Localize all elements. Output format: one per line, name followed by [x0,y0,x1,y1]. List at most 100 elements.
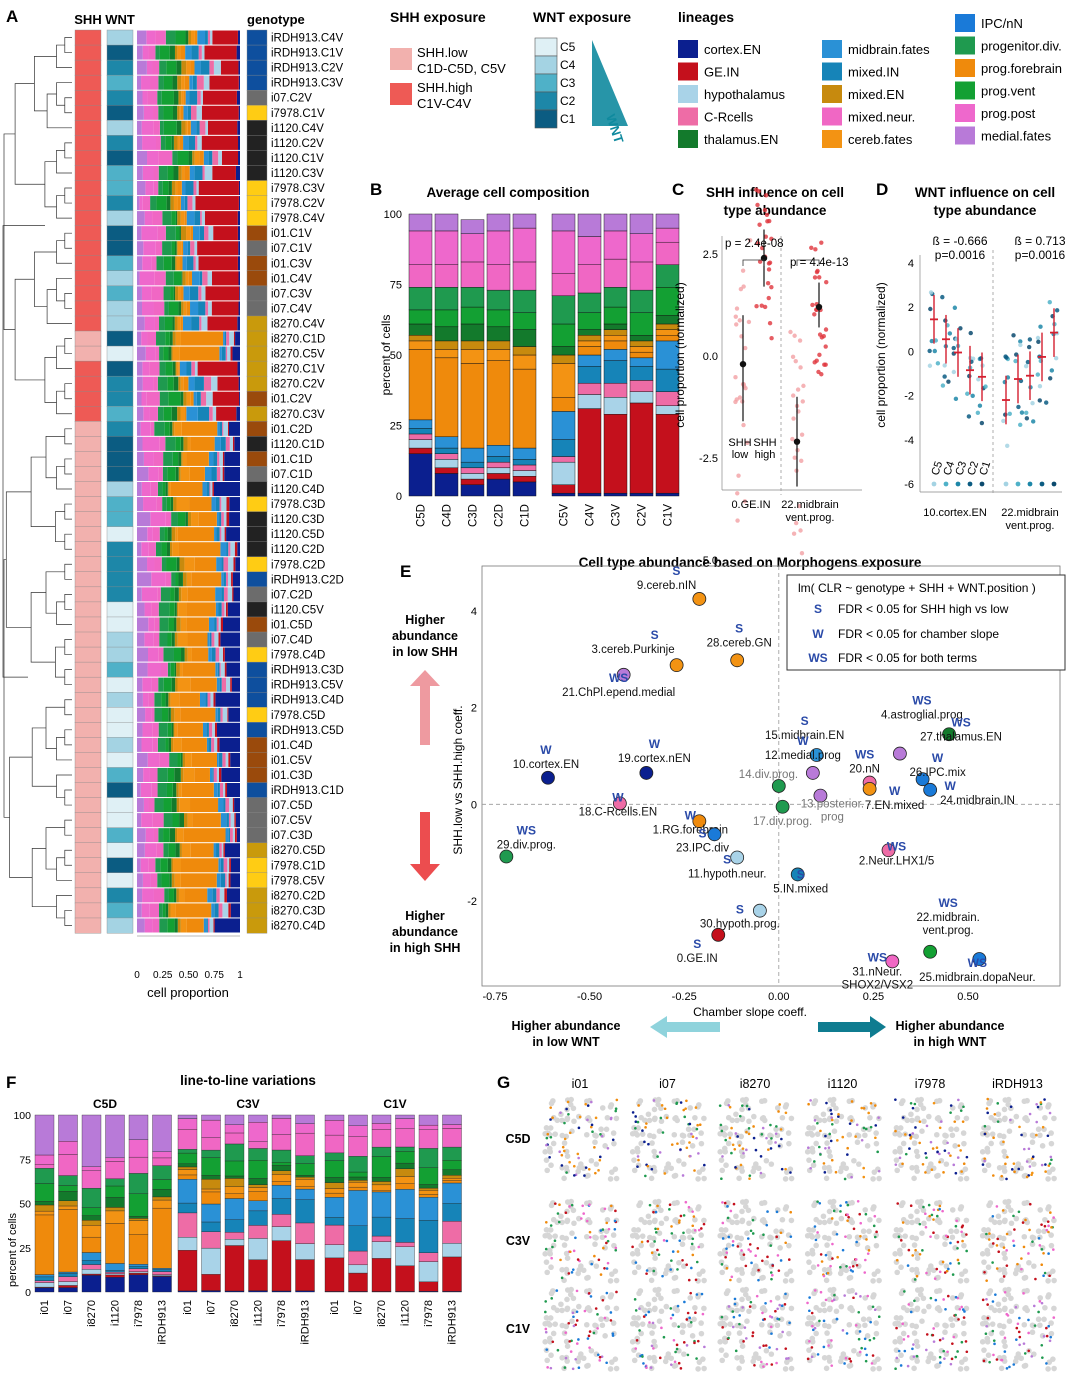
g-umap-point [733,1147,737,1151]
a-shh-cell [74,601,102,618]
a-bar-segment [175,466,179,481]
f-bar-segment [81,1260,102,1265]
d-point [1035,335,1041,341]
a-bar-segment [155,30,166,45]
g-umap-background [1031,1263,1037,1269]
g-umap-background [575,1358,582,1365]
g-umap-background [1000,1133,1007,1140]
f-bar-segment [248,1122,268,1142]
e-legend-text-s: FDR < 0.05 for SHH high vs low [838,602,1009,616]
a-bar-segment [224,602,226,617]
g-umap-background [760,1217,767,1223]
a-sample-label: i8270.C5V [271,349,325,361]
a-bar-segment [187,587,216,602]
g-umap-point [942,1349,946,1353]
g-umap-point [727,1305,731,1308]
g-umap-background [962,1166,969,1172]
a-bar-segment [137,767,144,782]
g-umap-point [597,1169,600,1172]
a-bar-segment [198,301,206,316]
a-bar-segment [212,482,214,497]
g-umap-background [876,1305,882,1312]
a-bar-segment [238,105,240,120]
a-bar-segment [185,512,188,527]
g-umap-point [564,1211,568,1214]
e-top-line3: in low SHH [392,645,457,659]
b-bar-segment-c3d [460,461,485,469]
b-bar-segment-c5d [408,439,433,449]
a-bar-segment [228,542,231,557]
a-wnt-cell [106,481,134,498]
g-umap-point [1002,1140,1005,1144]
g-umap-point [668,1203,672,1207]
f-bar-segment [201,1178,221,1190]
g-umap-point [637,1158,640,1162]
a-shh-cell [74,707,102,723]
a-bar-segment [220,421,223,436]
e-sig-tag: S [723,853,731,867]
a-bar-segment [151,286,164,301]
a-bar-segment [187,436,191,451]
a-bar-segment [227,587,233,602]
g-umap-point [1016,1262,1019,1266]
g-umap-background [1006,1128,1013,1135]
f-bar-segment [442,1124,462,1129]
g-umap-point [864,1258,867,1262]
g-umap-background [685,1228,692,1235]
f-x-tick: i8270 [229,1300,241,1327]
g-umap-background [913,1148,920,1155]
f-bar-segment [105,1178,125,1187]
e-legend-tag-w: W [812,627,824,641]
g-umap-point [607,1227,611,1231]
a-bar-segment [168,737,172,752]
b-bar-segment-c2v [629,340,654,347]
f-bar-segment [58,1273,78,1277]
g-umap-point [826,1271,830,1275]
b-y-tick: 25 [390,421,402,433]
a-bar-segment [202,90,237,105]
f-bar-segment [34,1287,55,1293]
g-umap-background [782,1278,789,1284]
a-bar-segment [194,165,203,180]
g-umap-background [893,1125,900,1131]
g-umap-background [738,1235,745,1242]
d-point [951,369,957,375]
dendrogram-link [55,511,65,543]
a-wnt-cell [106,300,134,317]
a-bar-segment [141,226,158,241]
b-bar-segment-c3v [603,258,628,288]
a-shh-cell [74,902,102,919]
g-umap-point [721,1155,724,1158]
g-umap-background [629,1130,636,1137]
e-point-label: 23.IPC.div [676,842,729,854]
g-umap-point [685,1263,688,1267]
g-umap-background [987,1200,994,1206]
f-bar-segment [371,1146,392,1157]
a-bar-segment [190,436,215,451]
a-bar-segment [172,421,175,436]
g-umap-background [960,1232,967,1238]
a-bar-segment [182,662,216,677]
f-bar-segment [271,1174,292,1182]
d-point [942,363,947,368]
g-umap-point [1022,1147,1026,1151]
g-umap-point [944,1308,947,1311]
a-bar-segment [216,466,221,481]
wnt-legend-swatch-c2 [534,91,558,111]
f-bar-segment [105,1197,125,1208]
g-umap-background [892,1251,898,1257]
dendrogram-link [64,910,72,926]
a-bar-segment [161,557,167,572]
dendrogram-link [45,436,65,479]
g-umap-point [689,1154,692,1158]
a-bar-segment [137,105,144,120]
dendrogram-link [5,491,32,628]
f-bar-segment [324,1217,345,1226]
g-umap-point [1042,1251,1045,1255]
g-umap-background [914,1168,920,1174]
f-bar-segment [348,1114,368,1126]
f-x-tick: i07 [353,1300,365,1315]
b-bar-segment-c5d [408,323,433,336]
c-point [740,399,745,404]
g-umap-background [1051,1277,1057,1284]
